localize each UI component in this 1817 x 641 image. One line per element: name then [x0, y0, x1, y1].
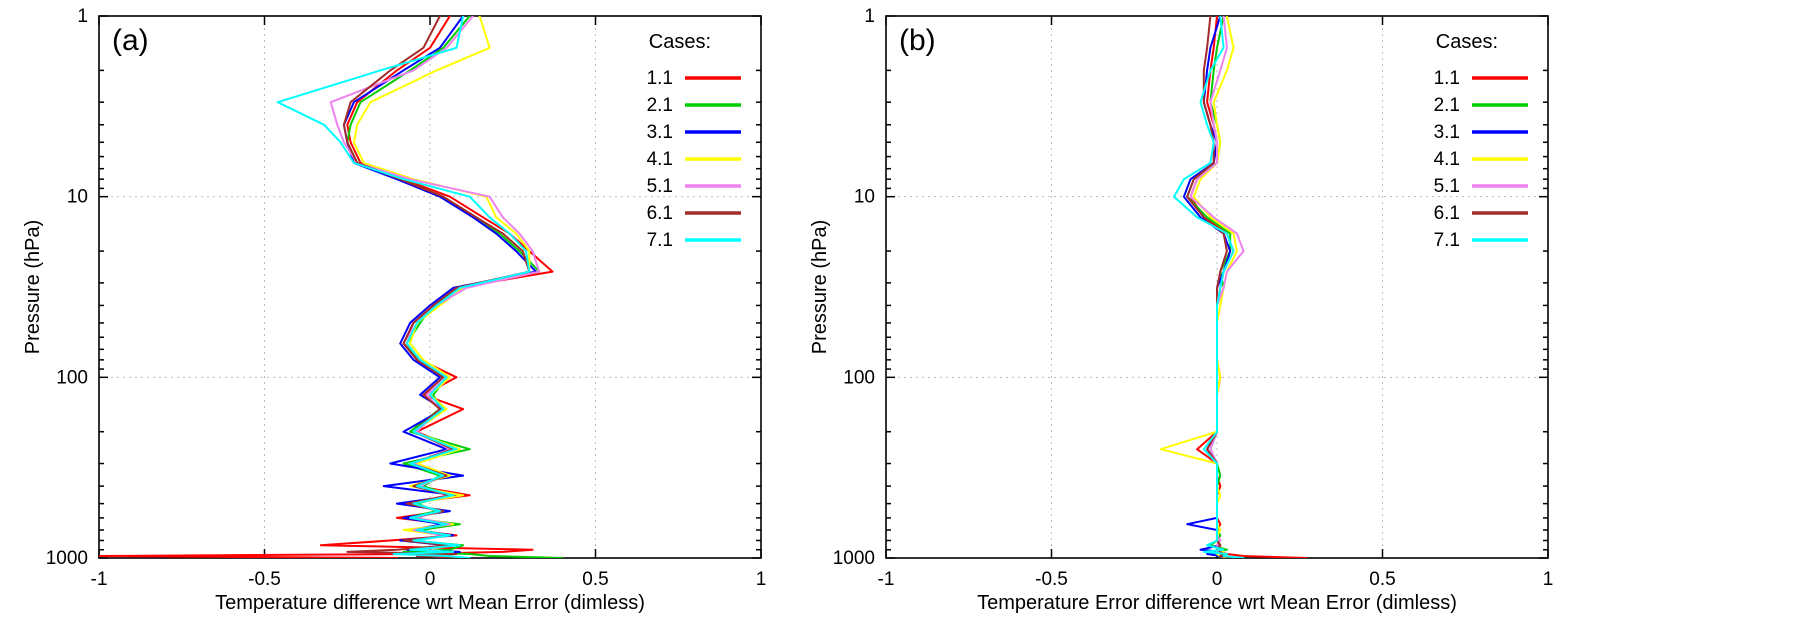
tick-labels-a: -1 -0.5 0 0.5 1 1 10 100 1000	[46, 6, 767, 590]
y-axis-title-a: Pressure (hPa)	[22, 219, 44, 355]
legend-label-7.1: 7.1	[647, 230, 673, 251]
legend-label-7.1: 7.1	[1434, 230, 1460, 251]
legend-label-4.1: 4.1	[647, 149, 673, 170]
legend-title: Cases:	[649, 31, 711, 53]
y-tick-label: 100	[843, 367, 875, 388]
series-line-7.1	[276, 16, 531, 558]
legend-a: Cases: 1.1 2.1 3.1 4.1 5.1 6.1 7.1	[647, 31, 741, 251]
legend-b: Cases: 1.1 2.1 3.1 4.1 5.1 6.1 7.1	[1434, 31, 1528, 251]
legend-label-2.1: 2.1	[1434, 95, 1460, 116]
panel-label-a: (a)	[112, 24, 149, 57]
x-tick-label: -1	[878, 569, 895, 590]
y-tick-label: 1000	[833, 548, 875, 569]
y-axis-title-b: Pressure (hPa)	[809, 219, 831, 355]
x-tick-label: 0	[1212, 569, 1223, 590]
plot-border-a	[98, 15, 762, 559]
legend-label-1.1: 1.1	[1434, 68, 1460, 89]
x-axis-title-a: Temperature difference wrt Mean Error (d…	[215, 592, 645, 614]
y-tick-label: 10	[854, 187, 875, 208]
y-tick-label: 1	[864, 6, 875, 27]
x-tick-label: 0.5	[1369, 569, 1395, 590]
legend-label-4.1: 4.1	[1434, 149, 1460, 170]
y-tick-label: 100	[56, 367, 88, 388]
legend-label-6.1: 6.1	[647, 203, 673, 224]
panel-b: -1 -0.5 0 0.5 1 1 10 100 1000 Cases: 1.1 2.1 3.1 4.1 5…	[833, 6, 1554, 590]
x-tick-label: 1	[756, 569, 767, 590]
tick-labels-b: -1 -0.5 0 0.5 1 1 10 100 1000	[833, 6, 1554, 590]
y-tick-label: 10	[67, 187, 88, 208]
legend-title: Cases:	[1436, 31, 1498, 53]
legend-label-1.1: 1.1	[647, 68, 673, 89]
x-tick-label: -0.5	[1035, 569, 1068, 590]
series-line-1.1	[1189, 16, 1308, 558]
x-tick-label: -1	[91, 569, 108, 590]
legend-label-3.1: 3.1	[1434, 122, 1460, 143]
x-tick-label: -0.5	[248, 569, 281, 590]
series-line-4.1	[1159, 16, 1238, 558]
series-line-1.1	[99, 16, 554, 558]
series-group-b	[1159, 16, 1308, 558]
x-tick-label: 0	[425, 569, 436, 590]
panel-a: -1 -0.5 0 0.5 1 1 10 100 1000 Cases: 1.1 2.1 3.1 4.1 5…	[46, 6, 767, 590]
panel-label-b: (b)	[899, 24, 936, 57]
x-tick-label: 0.5	[582, 569, 608, 590]
legend-label-6.1: 6.1	[1434, 203, 1460, 224]
y-tick-label: 1	[77, 6, 88, 27]
y-tick-label: 1000	[46, 548, 88, 569]
legend-label-2.1: 2.1	[647, 95, 673, 116]
legend-label-3.1: 3.1	[647, 122, 673, 143]
x-tick-label: 1	[1543, 569, 1554, 590]
legend-label-5.1: 5.1	[647, 176, 673, 197]
x-axis-title-b: Temperature Error difference wrt Mean Er…	[977, 592, 1457, 614]
legend-label-5.1: 5.1	[1434, 176, 1460, 197]
series-group-a	[99, 16, 564, 558]
series-line-7.1	[1173, 16, 1245, 558]
